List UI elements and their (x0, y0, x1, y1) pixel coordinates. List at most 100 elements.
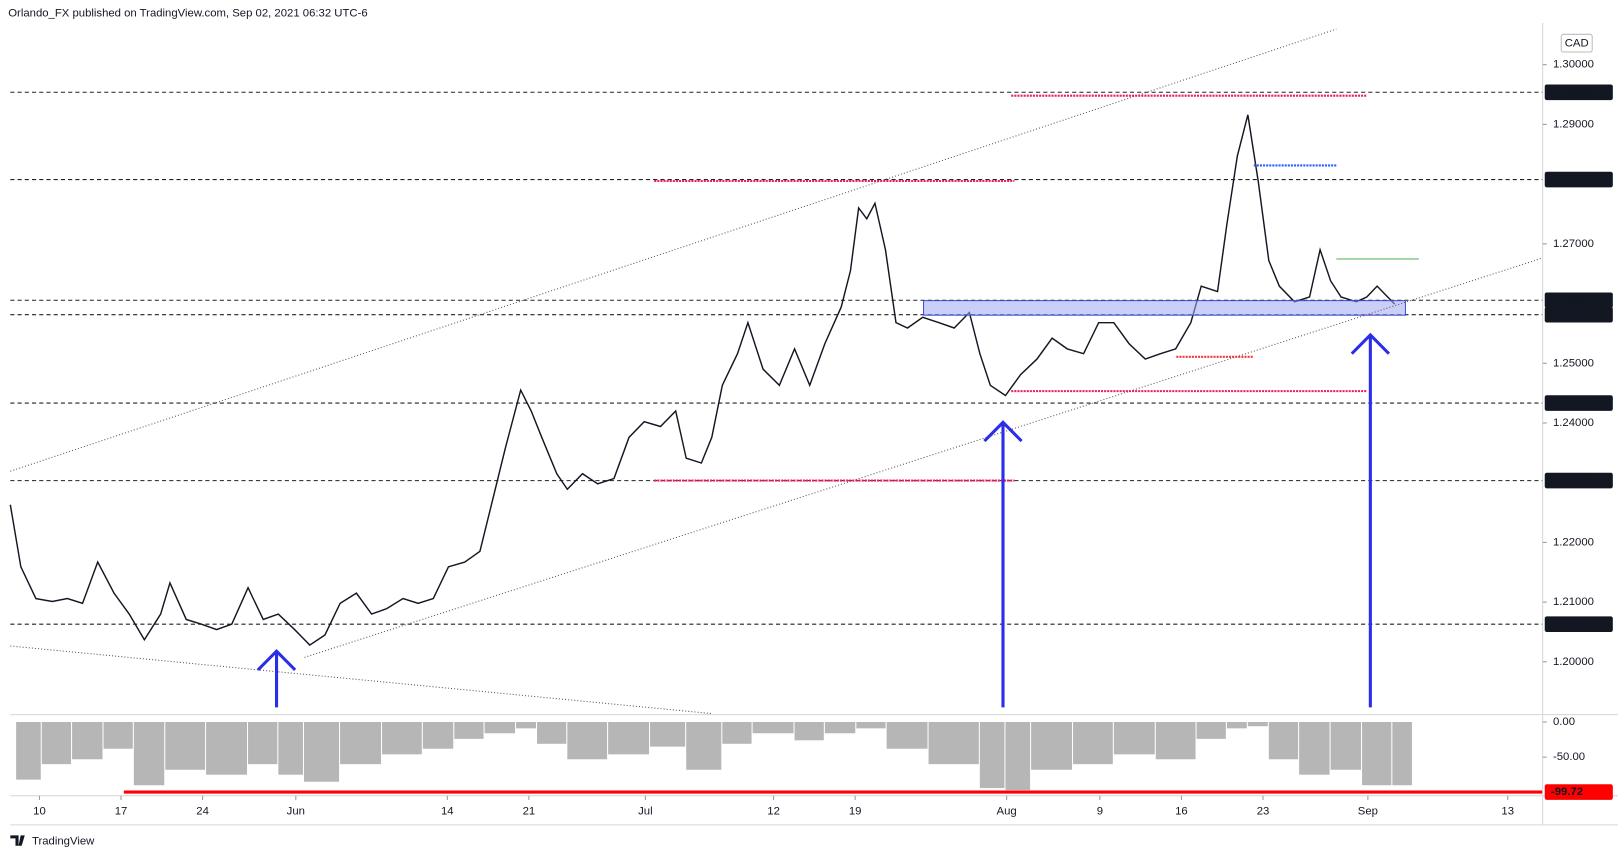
price-line (9, 114, 1396, 646)
y-tick-label: 1.27000 (1553, 238, 1594, 250)
y-tick-label: 1.22000 (1553, 536, 1594, 548)
level-label: 1.24333 (1551, 397, 1592, 409)
arrow (256, 648, 297, 708)
logo: TradingView (10, 835, 95, 848)
x-tick-label: Sep (1358, 805, 1378, 817)
histogram-bar (516, 722, 536, 729)
x-tick-label: 24 (196, 805, 209, 817)
histogram-bar (1392, 722, 1412, 786)
histogram-bar (1113, 722, 1155, 755)
y-tick-label: 1.21000 (1553, 596, 1594, 608)
histogram-bar (248, 722, 278, 765)
histogram-bar (165, 722, 206, 770)
histogram-bar (794, 722, 824, 741)
histogram-bar (16, 722, 41, 780)
histogram-bar (278, 722, 303, 775)
level-label-box (1544, 472, 1613, 489)
y-tick-label: 1.25000 (1553, 357, 1594, 369)
histogram-bar (1073, 722, 1113, 765)
histogram-bar (1362, 722, 1392, 786)
x-tick-label: 17 (115, 805, 128, 817)
level-label: 1.23035 (1551, 475, 1593, 487)
histogram-bar (567, 722, 608, 760)
histogram-bar (103, 722, 133, 749)
y-tick-label: 1.30000 (1553, 59, 1594, 71)
x-tick-label: 14 (441, 805, 454, 817)
histogram-bar (340, 722, 382, 765)
level-label: 1.26055 (1551, 294, 1593, 306)
level-label-box (1544, 306, 1613, 323)
x-tick-label: Jun (287, 805, 305, 817)
logo-text: TradingView (32, 836, 95, 848)
histogram-bar (650, 722, 686, 747)
histogram-bar (133, 722, 165, 786)
y-tick-label: 1.20000 (1553, 656, 1594, 668)
currency-box (1560, 33, 1593, 53)
logo-mark (10, 835, 25, 846)
histogram-bar (752, 722, 794, 734)
histogram-bar (1299, 722, 1330, 775)
histogram-bar (537, 722, 567, 744)
x-tick-label: 12 (767, 805, 780, 817)
histogram-bar (856, 722, 886, 729)
level-label: 1.25813 (1551, 309, 1592, 321)
x-tick-label: 10 (33, 805, 46, 817)
currency-label: CAD (1565, 38, 1589, 50)
histogram-bar (608, 722, 650, 755)
histogram-bar (1031, 722, 1073, 770)
x-tick-label: 16 (1175, 805, 1188, 817)
x-tick-label: 9 (1097, 805, 1103, 817)
histogram-bar (886, 722, 928, 749)
histogram-bar (1330, 722, 1362, 770)
y-tick-label: 1.24000 (1553, 417, 1594, 429)
histogram-bar (41, 722, 72, 765)
x-tick-label: 19 (849, 805, 862, 817)
histogram-bar (454, 722, 484, 739)
histogram-bar (382, 722, 422, 755)
arrow (983, 420, 1023, 708)
histogram-bar (422, 722, 454, 749)
histogram-bar (824, 722, 856, 734)
histogram-bar (484, 722, 516, 734)
level-label: 1.29538 (1551, 86, 1592, 98)
histogram-bar (206, 722, 248, 775)
x-tick-label: Aug (997, 805, 1017, 817)
histogram-bar (722, 722, 752, 744)
level-label-box (1544, 616, 1613, 632)
histogram-bar (686, 722, 722, 770)
histogram-bar (1196, 722, 1226, 739)
publisher-line: Orlando_FX published on TradingView.com,… (8, 8, 367, 20)
arrows (256, 332, 1391, 708)
level-label-box (1544, 292, 1613, 309)
histogram-bar (1155, 722, 1196, 760)
level-label: 1.20630 (1551, 618, 1592, 630)
drawings (10, 22, 1618, 826)
level-label-box (1544, 84, 1613, 101)
histogram-bar (1268, 722, 1299, 760)
histogram-bar (979, 722, 1005, 789)
level-label: 1.28076 (1551, 174, 1592, 186)
histogram-bar (1247, 722, 1268, 727)
histogram-bar (72, 722, 103, 760)
histogram-bar (1005, 722, 1031, 791)
x-tick-label: Jul (638, 805, 652, 817)
channel-upper (10, 28, 1337, 472)
histogram-bar (928, 722, 979, 765)
y-tick-label: 1.29000 (1553, 118, 1594, 130)
x-tick-label: 23 (1257, 805, 1270, 817)
pane (16, 722, 1543, 794)
threshold-label-box (1544, 784, 1613, 800)
level-label-box (1544, 395, 1613, 411)
level-label-box (1544, 171, 1613, 188)
threshold-label: -99.72 (1551, 786, 1583, 798)
x-tick-label: 13 (1501, 805, 1514, 817)
histogram-bar (303, 722, 340, 782)
y-tick-label: 0.00 (1553, 716, 1575, 728)
arrow (1350, 332, 1391, 708)
x-tick-label: 21 (523, 805, 536, 817)
y-tick-label: -50.00 (1553, 751, 1585, 763)
support-zone (923, 300, 1406, 316)
